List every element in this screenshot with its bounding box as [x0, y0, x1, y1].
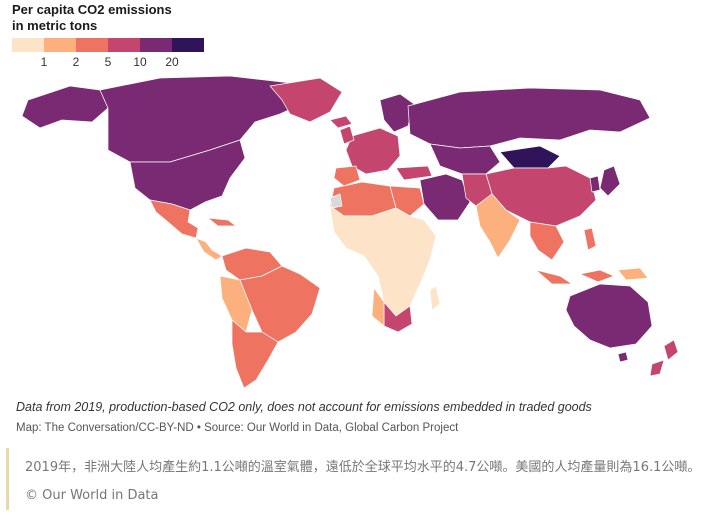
- region-canada: [99, 75, 311, 163]
- region-caribbean: [207, 217, 237, 227]
- region-new-zealand-south: [649, 359, 665, 377]
- region-southern-cone: [231, 319, 279, 389]
- region-papua: [617, 267, 649, 281]
- legend-swatch-1-2: [44, 38, 76, 52]
- region-libya-egypt: [389, 185, 425, 217]
- legend-tick: 5: [104, 55, 112, 69]
- region-mongolia: [499, 145, 561, 169]
- region-tasmania: [617, 351, 629, 363]
- region-mexico: [149, 199, 199, 239]
- region-alaska: [21, 85, 109, 129]
- note-text: 2019年，非洲大陸人均產生約1.1公噸的溫室氣體，遠低於全球平均水平的4.7公…: [25, 460, 701, 503]
- region-iberia: [333, 165, 361, 187]
- world-choropleth-map: [21, 75, 679, 389]
- region-india: [475, 193, 521, 259]
- region-iceland: [329, 115, 353, 129]
- region-central-america: [195, 237, 223, 261]
- region-new-zealand: [663, 339, 679, 361]
- legend-title-line1: Per capita CO2 emissions: [12, 2, 172, 17]
- region-philippines: [583, 227, 597, 251]
- region-indonesia-west: [535, 269, 573, 285]
- map-credit: Map: The Conversation/CC-BY-ND • Source:…: [16, 422, 459, 434]
- region-turkey: [395, 165, 433, 181]
- region-southeast-asia: [529, 221, 565, 261]
- legend-swatch-10-20: [140, 38, 172, 52]
- region-sub-saharan-africa: [329, 205, 437, 317]
- region-uk: [339, 125, 355, 145]
- legend-swatch-5-10: [108, 38, 140, 52]
- map-legend: Per capita CO2 emissions in metric tons …: [12, 2, 272, 69]
- region-middle-east: [419, 173, 471, 221]
- map-caption: Data from 2019, production-based CO2 onl…: [16, 400, 592, 414]
- region-greenland: [269, 77, 343, 123]
- region-western-europe: [345, 127, 401, 175]
- region-western-sahara: [329, 193, 343, 209]
- legend-tick: 10: [133, 55, 147, 69]
- legend-tick-labels: 1 2 5 10 20: [12, 55, 212, 71]
- legend-tick: 2: [72, 55, 80, 69]
- legend-title-line2: in metric tons: [12, 18, 98, 33]
- region-madagascar: [429, 285, 441, 311]
- region-scandinavia: [379, 93, 415, 133]
- region-russia: [407, 87, 651, 149]
- legend-swatch-2-5: [76, 38, 108, 52]
- region-central-asia: [429, 143, 501, 175]
- legend-swatch-20-plus: [172, 38, 204, 52]
- region-brazil: [239, 265, 321, 343]
- region-indonesia-east: [579, 269, 615, 283]
- region-korea: [589, 175, 601, 193]
- region-botswana-namibia: [371, 287, 385, 327]
- region-japan: [599, 165, 621, 197]
- legend-tick: 20: [165, 55, 179, 69]
- legend-swatch-0-1: [12, 38, 44, 52]
- legend-tick: 1: [40, 55, 48, 69]
- region-australia: [565, 283, 653, 349]
- legend-color-scale: [12, 38, 204, 52]
- article-note: 2019年，非洲大陸人均產生約1.1公噸的溫室氣體，遠低於全球平均水平的4.7公…: [6, 448, 720, 510]
